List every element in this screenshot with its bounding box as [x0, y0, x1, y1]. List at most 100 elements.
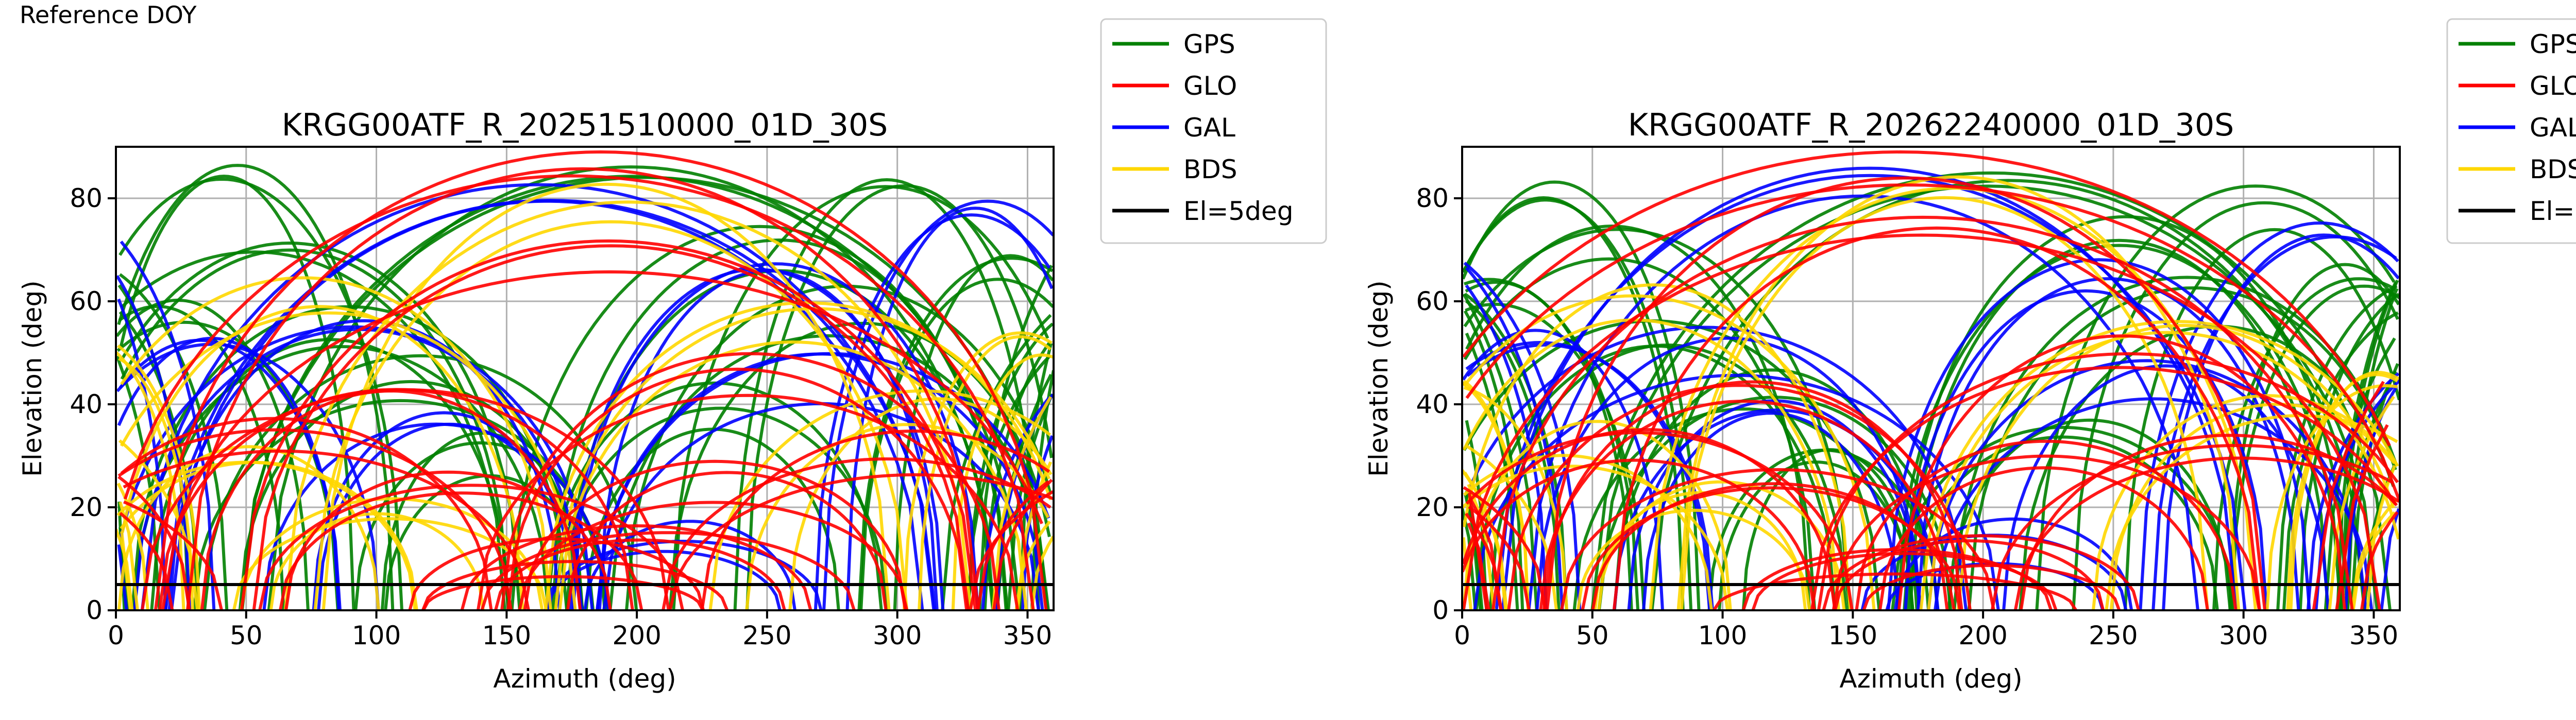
track-glo	[1581, 486, 1962, 610]
track-bds	[1593, 491, 1807, 610]
legend-label: BDS	[2530, 155, 2576, 184]
track-gal	[167, 319, 561, 610]
y-tick-label: 40	[70, 389, 103, 419]
track-bds	[269, 512, 485, 610]
track-gal	[571, 262, 980, 610]
legend-label: GAL	[1183, 113, 1235, 143]
track-gal	[1501, 166, 2239, 610]
y-tick-label: 80	[70, 183, 103, 213]
track-bds	[117, 331, 1053, 610]
track-gps	[733, 178, 1040, 610]
y-tick-label: 20	[1416, 492, 1449, 522]
track-glo	[119, 457, 1052, 610]
track-glo	[117, 429, 1050, 610]
y-axis-label: Elevation (deg)	[18, 280, 47, 476]
track-glo	[252, 244, 970, 610]
track-glo	[460, 524, 812, 610]
track-glo	[566, 471, 888, 610]
legend-label: GLO	[1183, 71, 1237, 101]
x-axis-label: Azimuth (deg)	[1839, 664, 2022, 694]
track-glo	[1855, 439, 2238, 610]
chart-title: KRGG00ATF_R_20251510000_01D_30S	[282, 107, 888, 143]
track-glo	[279, 491, 643, 610]
legend-label: El=5deg	[2530, 196, 2576, 226]
track-glo	[1862, 563, 2121, 610]
track-gal	[1916, 277, 2300, 610]
track-gal	[1887, 258, 2311, 610]
plot-frame	[115, 146, 1055, 611]
track-glo	[120, 417, 1053, 610]
track-gps	[1908, 238, 2330, 610]
track-gps	[1947, 418, 2232, 610]
track-glo	[1833, 539, 2105, 610]
satellite-tracks	[116, 150, 1054, 610]
track-glo	[1539, 399, 1949, 610]
track-glo	[523, 459, 907, 610]
track-bds	[313, 220, 909, 610]
chart-panel-1: 0 50 100 150 200 250 300 350 0 20 40 60 80 KRGG00ATF_…	[18, 18, 1327, 694]
track-bds	[118, 353, 1054, 610]
y-tick-label: 0	[86, 595, 103, 625]
x-tick-label: 300	[873, 621, 922, 650]
track-glo	[1751, 552, 2058, 610]
track-bds	[1680, 196, 2209, 610]
x-tick-label: 0	[1454, 621, 1470, 650]
track-gal	[1613, 408, 1940, 610]
track-glo	[1545, 176, 2266, 610]
track-glo	[200, 389, 582, 610]
track-gal	[116, 342, 1051, 610]
legend-label: GLO	[2530, 71, 2576, 101]
track-gps	[1718, 460, 1914, 610]
track-gps	[1903, 215, 2349, 610]
track-bds	[121, 305, 524, 610]
track-glo	[518, 501, 909, 610]
x-tick-label: 50	[1576, 621, 1609, 650]
chart-title: KRGG00ATF_R_20262240000_01D_30S	[1628, 107, 2234, 143]
figure-corner-label: Reference DOY	[20, 1, 197, 29]
legend-label: GPS	[2530, 29, 2576, 59]
x-tick-label: 50	[230, 621, 263, 650]
x-axis-label: Azimuth (deg)	[493, 664, 676, 694]
track-gal	[546, 550, 782, 610]
track-glo	[117, 428, 1049, 610]
track-glo	[408, 537, 705, 610]
chart-panel-2: 0 50 100 150 200 250 300 350 0 20 40 60 80 KRGG00ATF_…	[1364, 18, 2576, 694]
track-glo	[1560, 468, 1995, 610]
track-gps	[1590, 171, 2392, 610]
track-gps	[240, 176, 1050, 610]
track-glo	[1897, 334, 2347, 610]
track-glo	[506, 367, 969, 610]
track-gal	[1535, 336, 1922, 610]
plot-frame	[1461, 146, 2401, 611]
track-glo	[154, 150, 1048, 610]
x-tick-label: 100	[352, 621, 401, 650]
track-glo	[1462, 233, 2382, 610]
track-gal	[2002, 364, 2330, 610]
legend-label: GPS	[1183, 29, 1235, 59]
track-glo	[1463, 443, 2394, 610]
track-gal	[1934, 397, 2374, 610]
x-tick-label: 150	[482, 621, 531, 650]
legend: GPS GLO GAL BDS El=5deg	[1100, 18, 1327, 244]
track-glo	[240, 239, 977, 610]
track-glo	[421, 560, 729, 610]
legend-label: El=5deg	[1183, 196, 1293, 226]
track-bds	[1463, 454, 2398, 610]
track-gps	[553, 406, 888, 610]
legend-box	[1100, 18, 1327, 244]
track-glo	[1878, 466, 2209, 610]
track-glo	[1612, 226, 2261, 610]
satellite-tracks	[1462, 150, 2400, 610]
legend-label: GAL	[2530, 113, 2576, 143]
x-tick-label: 100	[1698, 621, 1747, 650]
track-gal	[120, 199, 1054, 610]
y-tick-label: 0	[1432, 595, 1449, 625]
track-gal	[1927, 359, 2368, 610]
track-glo	[123, 473, 1054, 610]
y-tick-label: 60	[1416, 286, 1449, 316]
track-glo	[1462, 428, 1837, 610]
track-gal	[133, 328, 584, 610]
x-tick-label: 350	[2349, 621, 2398, 650]
track-glo	[1468, 456, 2400, 610]
track-glo	[185, 167, 980, 610]
